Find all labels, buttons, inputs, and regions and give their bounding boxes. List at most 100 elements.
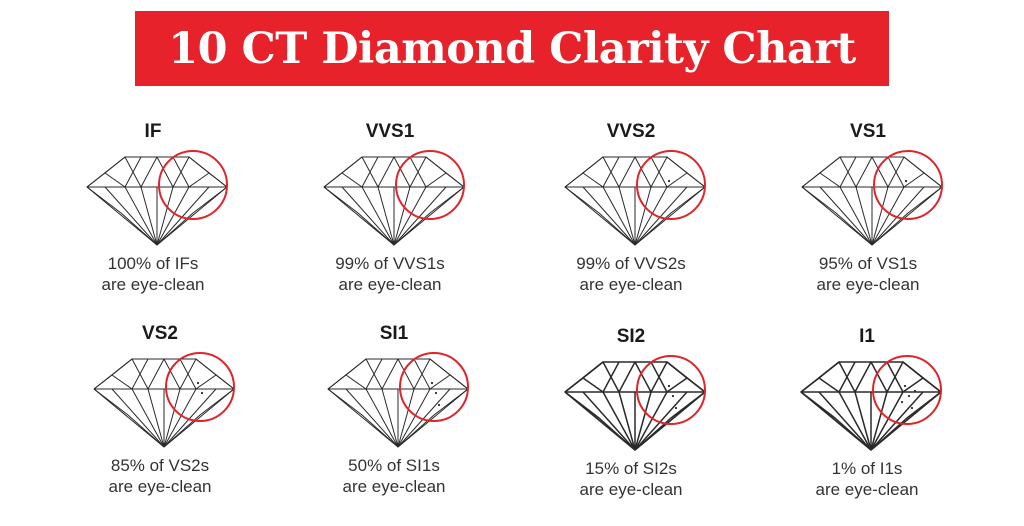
diamond-crown-facets bbox=[93, 358, 235, 390]
diamond-pavilion-facet bbox=[124, 186, 158, 246]
diamond-pavilion-facet bbox=[582, 391, 636, 451]
diamond-star-facet-right bbox=[886, 361, 924, 393]
inclusion-mark bbox=[667, 179, 671, 183]
inclusion-mark bbox=[434, 391, 438, 395]
diamond-icon bbox=[801, 150, 943, 246]
grade-label: VS2 bbox=[142, 323, 178, 344]
diamond-pavilion-facet bbox=[838, 391, 872, 451]
grade-cell-if: IF 100% of IFs are eye-clean bbox=[53, 121, 253, 321]
caption-line-1: 85% of VS2s bbox=[110, 456, 210, 475]
diamond-crown-facets bbox=[327, 358, 469, 390]
diamond-pavilion-facet bbox=[140, 186, 158, 246]
diamond-lower-facet-right bbox=[156, 186, 228, 246]
grade-cell-vvs2: VVS2 99% of VVS2s are eye-clean bbox=[531, 121, 731, 321]
diamond-star-facet-right bbox=[650, 156, 688, 188]
caption-line-1: 100% of IFs bbox=[107, 254, 199, 273]
diamond-pavilion-facet bbox=[819, 186, 873, 246]
inclusion-mark bbox=[667, 384, 671, 388]
inclusion-mark bbox=[910, 406, 914, 410]
magnifier-circle bbox=[395, 150, 465, 220]
grade-caption: 15% of SI2s are eye-clean bbox=[531, 458, 731, 500]
caption-line-1: 99% of VVS2s bbox=[576, 254, 686, 273]
diamond-star-facet-right bbox=[650, 361, 688, 393]
caption-line-2: are eye-clean bbox=[338, 275, 442, 294]
inclusion-mark bbox=[913, 389, 917, 393]
diamond-star-facet-left bbox=[345, 358, 383, 390]
caption-line-1: 99% of VVS1s bbox=[335, 254, 445, 273]
diamond-star-facet-right bbox=[172, 156, 210, 188]
diamond-crown-facets bbox=[800, 361, 942, 393]
diamond-star-facet-left bbox=[104, 156, 142, 188]
diamond-lower-facet-left bbox=[564, 391, 636, 451]
diamond-lower-facet-right bbox=[397, 388, 469, 448]
diamond-crown-facets bbox=[564, 361, 706, 393]
diamond-star-facet-left bbox=[582, 361, 620, 393]
diamond-pavilion-facet bbox=[582, 186, 636, 246]
diamond-lower-facet-right bbox=[393, 186, 465, 246]
grade-caption: 99% of VVS2s are eye-clean bbox=[531, 253, 731, 295]
grade-caption: 95% of VS1s are eye-clean bbox=[768, 253, 968, 295]
diamond-pavilion-facet bbox=[163, 388, 217, 448]
inclusion-mark bbox=[430, 381, 434, 385]
diamond-icon bbox=[327, 352, 469, 448]
grade-label: SI1 bbox=[379, 323, 409, 344]
grade-label: IF bbox=[144, 121, 162, 142]
diamond-pavilion-facet bbox=[634, 391, 668, 451]
magnifier-circle bbox=[873, 150, 943, 220]
caption-line-2: are eye-clean bbox=[342, 477, 446, 496]
caption-line-1: 15% of SI2s bbox=[585, 459, 677, 478]
magnifier-circle bbox=[636, 355, 706, 425]
diamond-lower-facet-left bbox=[93, 388, 165, 448]
caption-line-1: 95% of VS1s bbox=[818, 254, 918, 273]
diamond-pavilion-facet bbox=[397, 388, 451, 448]
diamond-pavilion-facet bbox=[854, 391, 872, 451]
diamond-pavilion-facet bbox=[156, 186, 190, 246]
diamond-pavilion-facet bbox=[147, 388, 165, 448]
diamond-icon bbox=[323, 150, 465, 246]
grade-caption: 50% of SI1s are eye-clean bbox=[294, 455, 494, 497]
diamond-star-facet-left bbox=[818, 361, 856, 393]
diamond-pavilion-facet bbox=[341, 186, 395, 246]
grade-label: VVS1 bbox=[365, 121, 415, 142]
diamond-pavilion-facet bbox=[156, 186, 174, 246]
diamond-lower-facet-right bbox=[634, 391, 706, 451]
diamond-lower-facet-right bbox=[870, 391, 942, 451]
grade-cell-si1: SI1 50% of SI1s are eye-clean bbox=[294, 323, 494, 523]
diamond-star-facet-right bbox=[887, 156, 925, 188]
grade-label: SI2 bbox=[616, 326, 646, 347]
magnifier-circle bbox=[158, 150, 228, 220]
diamond-pavilion-facet bbox=[618, 186, 636, 246]
diamond-crown-facets bbox=[564, 156, 706, 188]
inclusion-mark bbox=[196, 381, 200, 385]
diamond-star-facet-left bbox=[341, 156, 379, 188]
diamond-star-facet-left bbox=[111, 358, 149, 390]
diamond-lower-facet-right bbox=[634, 186, 706, 246]
diamond-star-facet-left bbox=[819, 156, 857, 188]
diamond-pavilion-facet bbox=[870, 391, 904, 451]
diamond-pavilion-facet bbox=[871, 186, 925, 246]
inclusion-mark bbox=[437, 403, 441, 407]
diamond-pavilion-facet bbox=[381, 388, 399, 448]
magnifier-circle bbox=[399, 352, 469, 422]
diamond-pavilion-facet bbox=[345, 388, 399, 448]
diamond-pavilion-facet bbox=[104, 186, 158, 246]
diamond-icon bbox=[86, 150, 228, 246]
diamond-pavilion-facet bbox=[163, 388, 181, 448]
diamond-star-facet-right bbox=[409, 156, 447, 188]
diamond-pavilion-facet bbox=[365, 388, 399, 448]
grade-cell-si2: SI2 15% of SI2s are eye-clean bbox=[531, 326, 731, 526]
grade-caption: 100% of IFs are eye-clean bbox=[53, 253, 253, 295]
diamond-lower-facet-left bbox=[323, 186, 395, 246]
diamond-pavilion-facet bbox=[634, 391, 652, 451]
diamond-pavilion-facet bbox=[634, 186, 688, 246]
title-banner: 10 CT Diamond Clarity Chart bbox=[135, 11, 889, 86]
inclusion-mark bbox=[900, 400, 904, 404]
caption-line-1: 50% of SI1s bbox=[348, 456, 440, 475]
diamond-pavilion-facet bbox=[361, 186, 395, 246]
diamond-crown-facets bbox=[86, 156, 228, 188]
inclusion-mark bbox=[674, 406, 678, 410]
diamond-pavilion-facet bbox=[397, 388, 415, 448]
inclusion-mark bbox=[671, 394, 675, 398]
magnifier-circle bbox=[165, 352, 235, 422]
caption-line-2: are eye-clean bbox=[579, 480, 683, 499]
